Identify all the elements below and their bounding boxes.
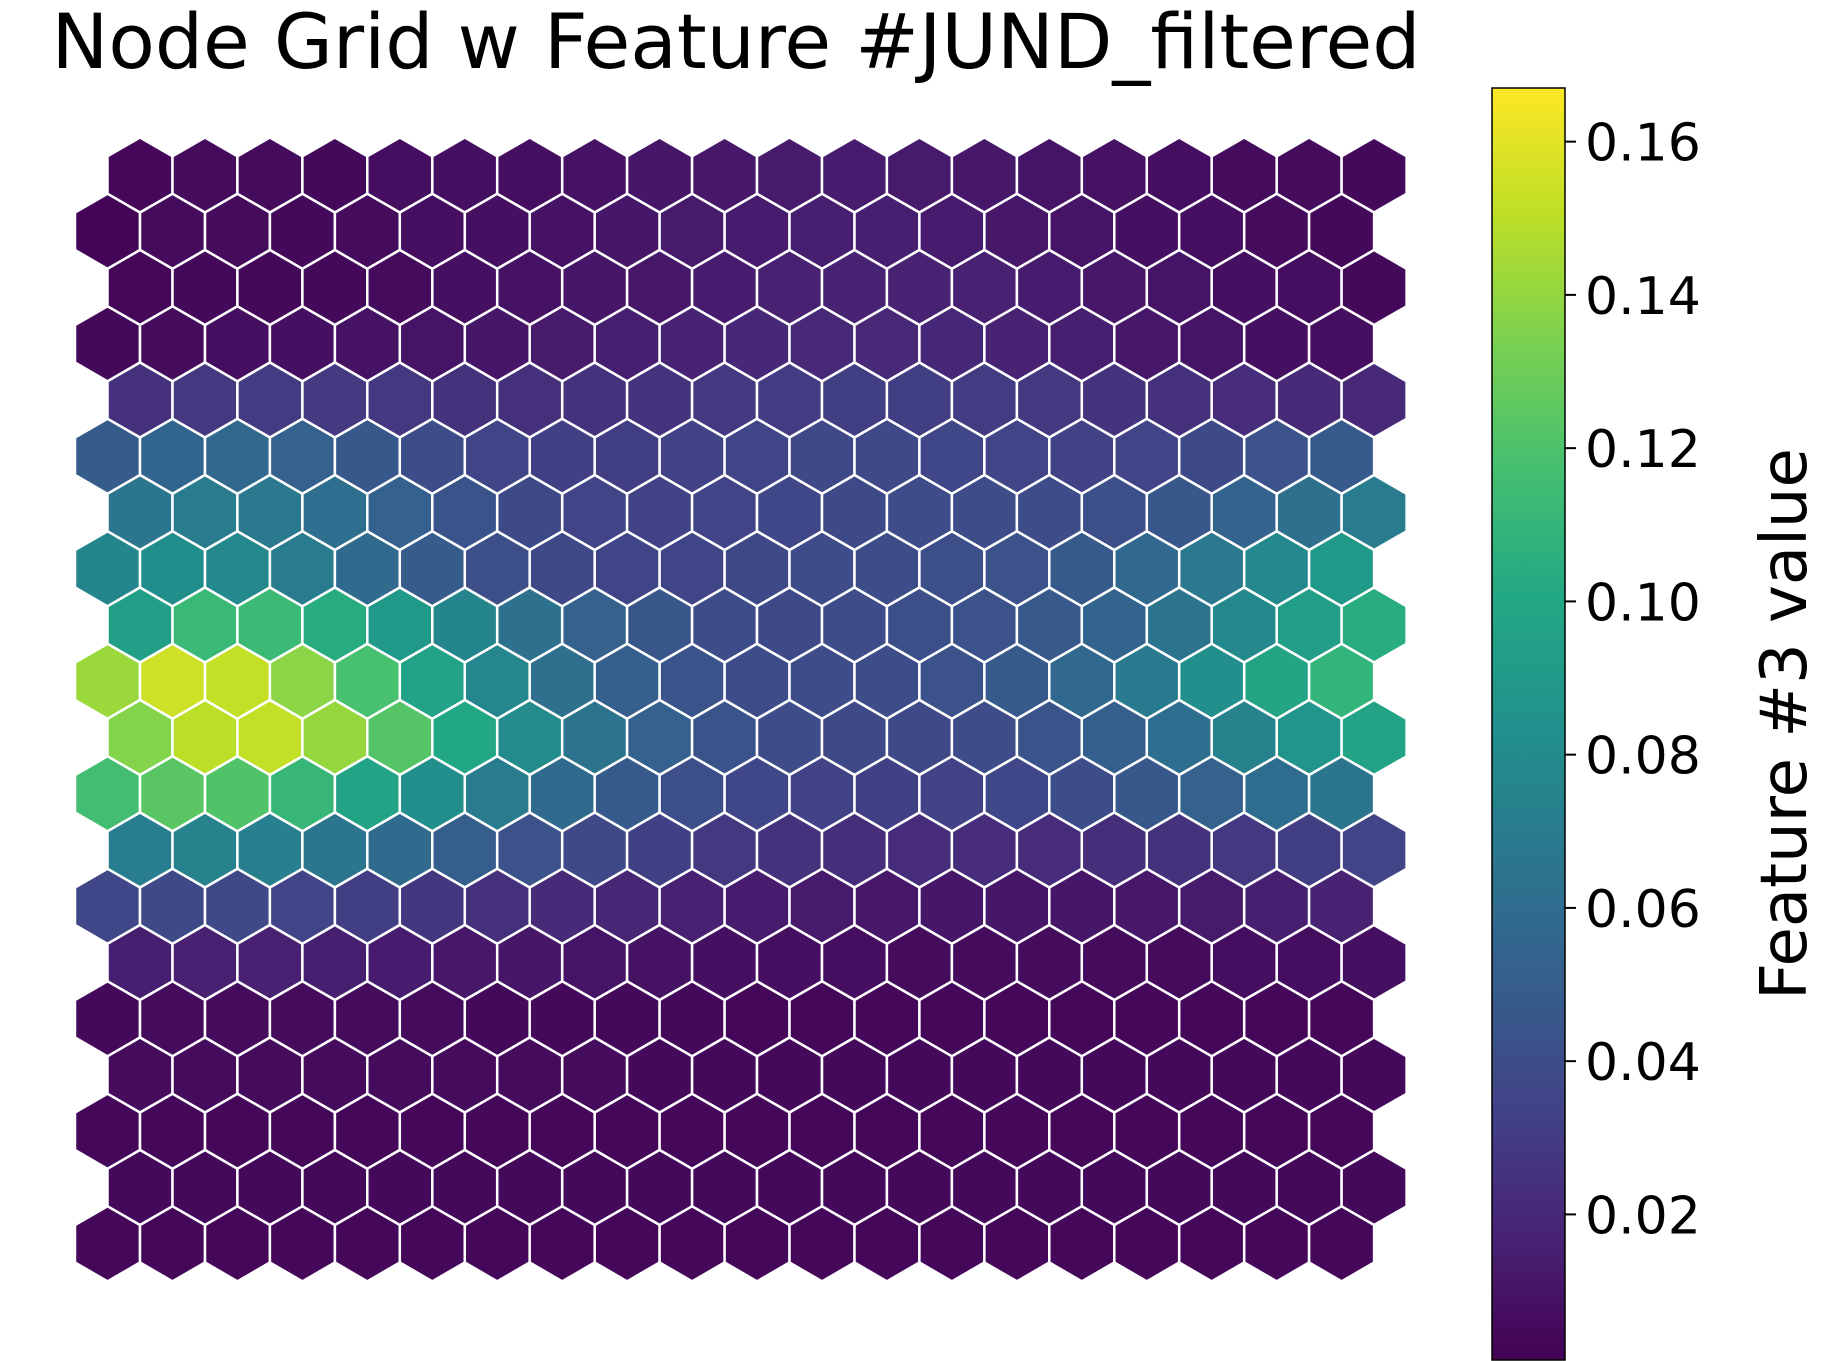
colorbar-gradient — [1491, 87, 1566, 1361]
colorbar-tick-label: 0.16 — [1585, 114, 1701, 174]
hex-cell — [1307, 1204, 1376, 1283]
colorbar-tick-label: 0.04 — [1585, 1033, 1701, 1093]
colorbar-tick-label: 0.06 — [1585, 880, 1701, 940]
colorbar-tick-label: 0.14 — [1585, 267, 1701, 327]
colorbar-tick-label: 0.02 — [1585, 1186, 1701, 1246]
colorbar-label: Feature #3 value — [1748, 448, 1822, 1000]
colorbar-tick-label: 0.12 — [1585, 420, 1701, 480]
colorbar: 0.02 0.04 0.06 0.08 0.10 0.12 0.14 0.16 Feature… — [1491, 87, 1822, 1361]
colorbar-tick-label: 0.10 — [1585, 573, 1701, 633]
chart-title: Node Grid w Feature #JUND_filtered — [51, 0, 1420, 86]
hex-grid — [73, 136, 1408, 1283]
colorbar-ticks: 0.02 0.04 0.06 0.08 0.10 0.12 0.14 0.16 — [1565, 114, 1701, 1246]
colorbar-tick-label: 0.08 — [1585, 727, 1701, 787]
